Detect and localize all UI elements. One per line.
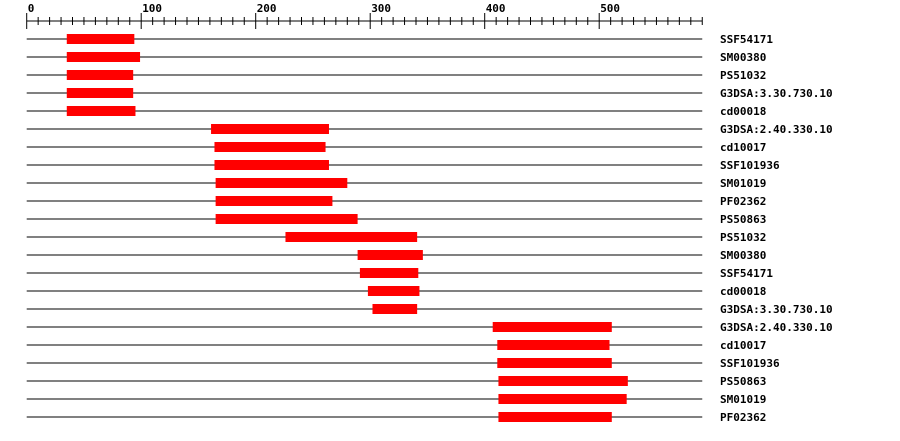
domain-bar xyxy=(497,340,610,350)
domain-bar xyxy=(211,124,329,134)
domain-row: PS50863 xyxy=(26,213,766,226)
scale-axis: 0 100 200 300 400 500 xyxy=(26,2,703,29)
domain-bar xyxy=(214,160,329,170)
domain-label: SM00380 xyxy=(720,249,766,262)
domain-label: SSF54171 xyxy=(720,33,773,46)
domain-label: PF02362 xyxy=(720,411,766,424)
tick-label: 300 xyxy=(371,2,391,15)
domain-bar xyxy=(215,178,348,188)
domain-row: SM00380 xyxy=(26,51,766,64)
domain-row: cd10017 xyxy=(26,141,766,154)
domain-bar xyxy=(492,322,612,332)
domain-row: PS51032 xyxy=(26,69,766,82)
domain-bar xyxy=(285,232,418,242)
domain-bar xyxy=(214,142,326,152)
domain-bar xyxy=(66,70,134,80)
domain-bar xyxy=(66,88,134,98)
tick-label: 100 xyxy=(142,2,162,15)
domain-bar xyxy=(498,376,628,386)
domain-bar xyxy=(66,106,136,116)
domain-bar xyxy=(66,52,141,62)
domain-row: cd10017 xyxy=(26,339,766,352)
domain-row: PS51032 xyxy=(26,231,766,244)
domain-row: SM01019 xyxy=(26,177,766,190)
domain-label: PS51032 xyxy=(720,69,766,82)
domain-label: SSF54171 xyxy=(720,267,773,280)
domain-row: PS50863 xyxy=(26,375,766,388)
domain-label: cd10017 xyxy=(720,141,766,154)
domain-row: G3DSA:3.30.730.10 xyxy=(26,303,833,316)
tick-label: 500 xyxy=(600,2,620,15)
tick-label: 0 xyxy=(28,2,35,15)
domain-row: G3DSA:2.40.330.10 xyxy=(26,321,833,334)
domain-row: G3DSA:3.30.730.10 xyxy=(26,87,833,100)
domain-label: PS50863 xyxy=(720,375,766,388)
tick-label: 400 xyxy=(486,2,506,15)
domain-bar xyxy=(498,412,612,422)
domain-label: PS50863 xyxy=(720,213,766,226)
domain-label: PS51032 xyxy=(720,231,766,244)
domain-row: PF02362 xyxy=(26,195,766,208)
domain-bar xyxy=(372,304,418,314)
domain-bar xyxy=(359,268,419,278)
domain-label: SSF101936 xyxy=(720,159,780,172)
domain-row: G3DSA:2.40.330.10 xyxy=(26,123,833,136)
domain-label: G3DSA:2.40.330.10 xyxy=(720,123,833,136)
domain-bar xyxy=(215,196,333,206)
domain-bar xyxy=(215,214,358,224)
domain-label: G3DSA:2.40.330.10 xyxy=(720,321,833,334)
domain-row: SM00380 xyxy=(26,249,766,262)
tick-label: 200 xyxy=(257,2,277,15)
domain-row: SSF54171 xyxy=(26,33,773,46)
domain-bar xyxy=(498,394,627,404)
domain-label: cd00018 xyxy=(720,105,766,118)
domain-bar xyxy=(66,34,135,44)
domain-row: SSF101936 xyxy=(26,159,780,172)
domain-label: PF02362 xyxy=(720,195,766,208)
domain-rows: SSF54171 SM00380 PS51032 G3DSA:3.30.730.10 c… xyxy=(26,33,833,424)
domain-row: SSF54171 xyxy=(26,267,773,280)
domain-row: SM01019 xyxy=(26,393,766,406)
domain-row: PF02362 xyxy=(26,411,766,424)
domain-label: SM01019 xyxy=(720,393,766,406)
domain-label: cd10017 xyxy=(720,339,766,352)
domain-bar xyxy=(357,250,423,260)
domain-label: SM01019 xyxy=(720,177,766,190)
domain-row: SSF101936 xyxy=(26,357,780,370)
domain-label: G3DSA:3.30.730.10 xyxy=(720,303,833,316)
domain-label: SM00380 xyxy=(720,51,766,64)
domain-bar xyxy=(497,358,612,368)
domain-row: cd00018 xyxy=(26,105,766,118)
domain-label: cd00018 xyxy=(720,285,766,298)
domain-row: cd00018 xyxy=(26,285,766,298)
domain-bar xyxy=(367,286,420,296)
domain-label: SSF101936 xyxy=(720,357,780,370)
domain-label: G3DSA:3.30.730.10 xyxy=(720,87,833,100)
